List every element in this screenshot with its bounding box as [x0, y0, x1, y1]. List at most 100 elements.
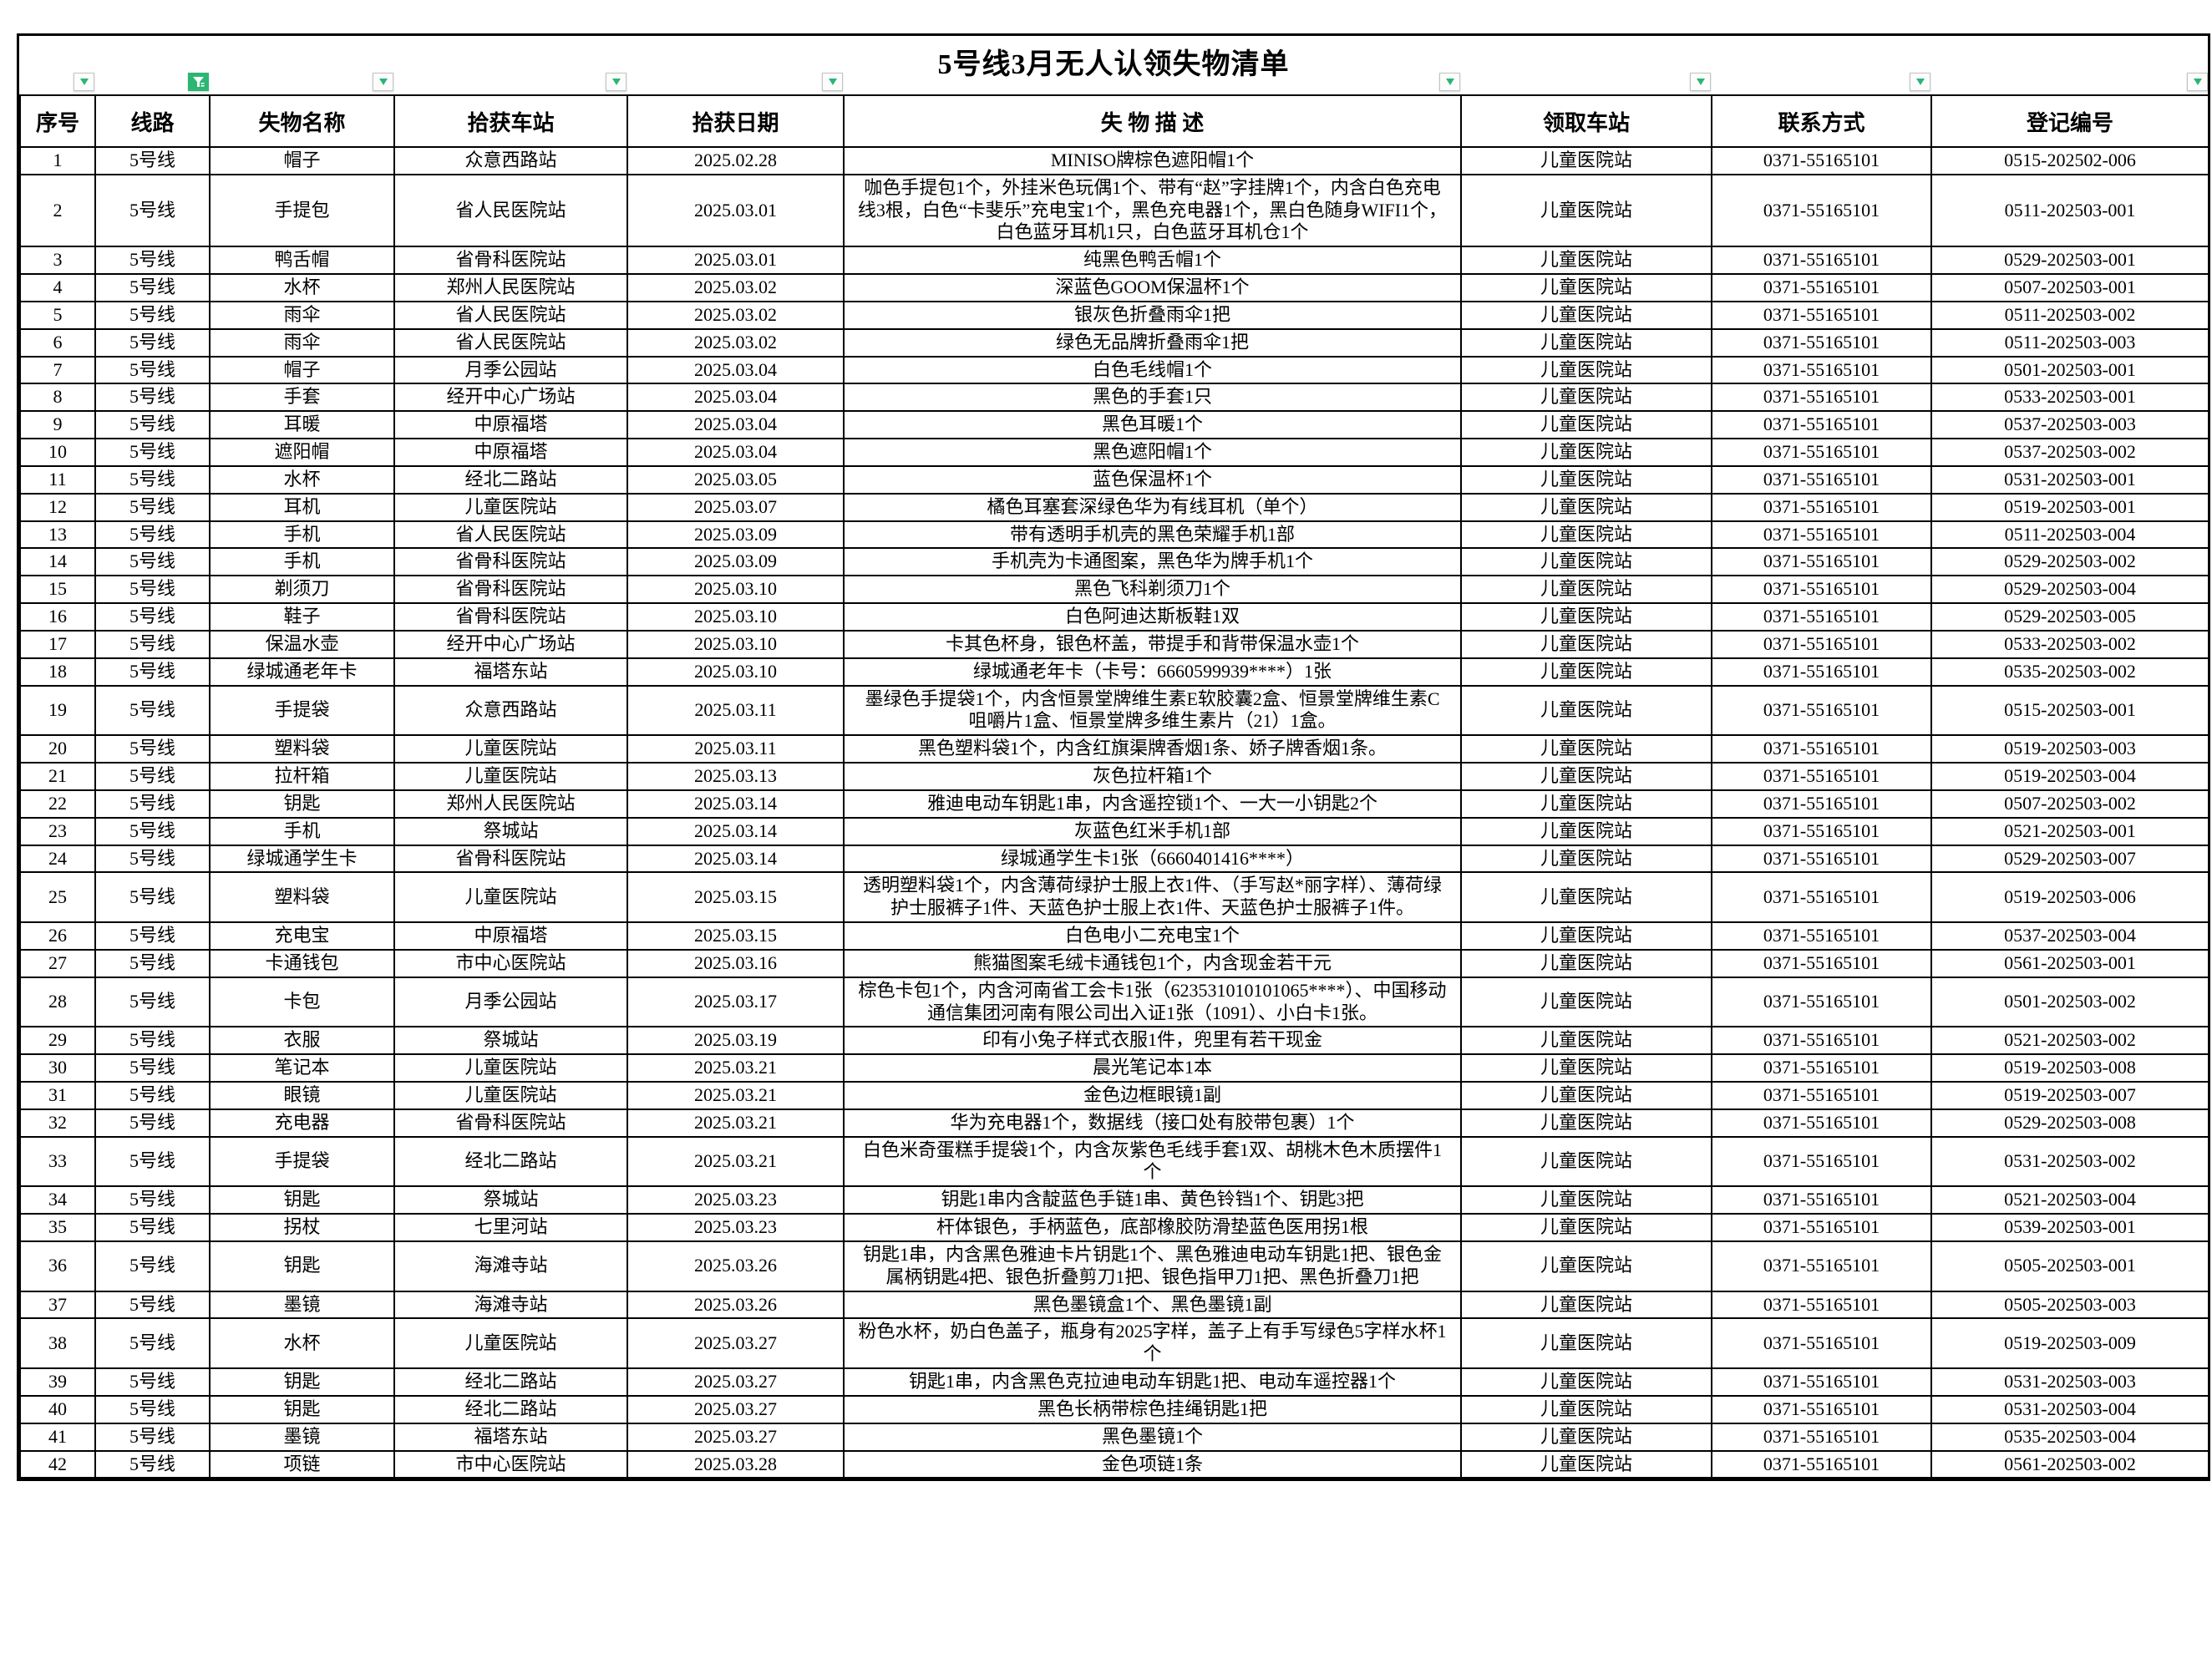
cell-line[interactable]: 5号线 — [94, 1367, 211, 1397]
cell-item-name[interactable]: 塑料袋 — [209, 734, 395, 764]
cell-claim-station[interactable]: 儿童医院站 — [1460, 547, 1712, 577]
cell-reg-no[interactable]: 0519-202503-008 — [1930, 1053, 2209, 1083]
cell-contact[interactable]: 0371-55165101 — [1711, 684, 1932, 737]
cell-item-name[interactable]: 手机 — [209, 547, 395, 577]
cell-contact[interactable]: 0371-55165101 — [1711, 246, 1932, 276]
cell-description[interactable]: 黑色墨镜盒1个、黑色墨镜1副 — [843, 1290, 1462, 1320]
cell-found-date[interactable]: 2025.03.10 — [627, 575, 845, 605]
cell-contact[interactable]: 0371-55165101 — [1711, 1108, 1932, 1138]
cell-item-name[interactable]: 耳机 — [209, 492, 395, 522]
cell-line[interactable]: 5号线 — [94, 734, 211, 764]
cell-reg-no[interactable]: 0511-202503-001 — [1930, 173, 2209, 248]
cell-reg-no[interactable]: 0507-202503-001 — [1930, 273, 2209, 302]
cell-reg-no[interactable]: 0505-202503-001 — [1930, 1240, 2209, 1292]
cell-contact[interactable]: 0371-55165101 — [1711, 1240, 1932, 1292]
cell-seq[interactable]: 36 — [19, 1240, 96, 1292]
cell-item-name[interactable]: 遮阳帽 — [209, 438, 395, 467]
cell-contact[interactable]: 0371-55165101 — [1711, 520, 1932, 550]
cell-reg-no[interactable]: 0537-202503-004 — [1930, 921, 2209, 951]
cell-seq[interactable]: 14 — [19, 547, 96, 577]
cell-found-station[interactable]: 省人民医院站 — [393, 520, 628, 550]
cell-found-date[interactable]: 2025.03.09 — [627, 547, 845, 577]
cell-claim-station[interactable]: 儿童医院站 — [1460, 383, 1712, 413]
cell-claim-station[interactable]: 儿童医院站 — [1460, 1026, 1712, 1056]
cell-reg-no[interactable]: 0533-202503-002 — [1930, 629, 2209, 659]
cell-contact[interactable]: 0371-55165101 — [1711, 173, 1932, 248]
cell-line[interactable]: 5号线 — [94, 948, 211, 978]
column-header-line[interactable]: 线路 — [94, 94, 211, 148]
cell-contact[interactable]: 0371-55165101 — [1711, 921, 1932, 951]
cell-claim-station[interactable]: 儿童医院站 — [1460, 300, 1712, 330]
cell-line[interactable]: 5号线 — [94, 327, 211, 358]
cell-line[interactable]: 5号线 — [94, 1240, 211, 1292]
cell-line[interactable]: 5号线 — [94, 300, 211, 330]
cell-line[interactable]: 5号线 — [94, 1449, 211, 1479]
cell-contact[interactable]: 0371-55165101 — [1711, 1422, 1932, 1452]
cell-description[interactable]: 带有透明手机壳的黑色荣耀手机1部 — [843, 520, 1462, 550]
cell-reg-no[interactable]: 0535-202503-002 — [1930, 657, 2209, 687]
cell-description[interactable]: 白色阿迪达斯板鞋1双 — [843, 602, 1462, 632]
cell-seq[interactable]: 21 — [19, 762, 96, 791]
cell-line[interactable]: 5号线 — [94, 1317, 211, 1370]
cell-contact[interactable]: 0371-55165101 — [1711, 464, 1932, 495]
cell-found-station[interactable]: 七里河站 — [393, 1213, 628, 1242]
cell-item-name[interactable]: 保温水壶 — [209, 629, 395, 659]
filter-button-description[interactable] — [1439, 73, 1460, 91]
cell-line[interactable]: 5号线 — [94, 684, 211, 737]
cell-found-station[interactable]: 中原福塔 — [393, 438, 628, 467]
cell-reg-no[interactable]: 0561-202503-002 — [1930, 1449, 2209, 1479]
cell-reg-no[interactable]: 0561-202503-001 — [1930, 948, 2209, 978]
cell-description[interactable]: 黑色耳暖1个 — [843, 410, 1462, 440]
cell-reg-no[interactable]: 0537-202503-002 — [1930, 438, 2209, 467]
cell-reg-no[interactable]: 0511-202503-002 — [1930, 300, 2209, 330]
cell-reg-no[interactable]: 0529-202503-007 — [1930, 844, 2209, 874]
cell-reg-no[interactable]: 0507-202503-002 — [1930, 789, 2209, 819]
cell-found-date[interactable]: 2025.03.15 — [627, 871, 845, 924]
cell-found-date[interactable]: 2025.03.14 — [627, 844, 845, 874]
cell-line[interactable]: 5号线 — [94, 762, 211, 791]
cell-contact[interactable]: 0371-55165101 — [1711, 1367, 1932, 1397]
cell-found-date[interactable]: 2025.02.28 — [627, 146, 845, 175]
cell-found-date[interactable]: 2025.03.04 — [627, 355, 845, 385]
cell-claim-station[interactable]: 儿童医院站 — [1460, 657, 1712, 687]
cell-contact[interactable]: 0371-55165101 — [1711, 410, 1932, 440]
cell-reg-no[interactable]: 0521-202503-002 — [1930, 1026, 2209, 1056]
cell-seq[interactable]: 23 — [19, 816, 96, 846]
cell-contact[interactable]: 0371-55165101 — [1711, 355, 1932, 385]
cell-claim-station[interactable]: 儿童医院站 — [1460, 921, 1712, 951]
cell-contact[interactable]: 0371-55165101 — [1711, 657, 1932, 687]
cell-claim-station[interactable]: 儿童医院站 — [1460, 1213, 1712, 1242]
cell-found-station[interactable]: 经开中心广场站 — [393, 629, 628, 659]
cell-line[interactable]: 5号线 — [94, 173, 211, 248]
cell-contact[interactable]: 0371-55165101 — [1711, 629, 1932, 659]
cell-reg-no[interactable]: 0539-202503-001 — [1930, 1213, 2209, 1242]
column-header-reg-no[interactable]: 登记编号 — [1930, 94, 2209, 148]
cell-claim-station[interactable]: 儿童医院站 — [1460, 327, 1712, 358]
cell-found-station[interactable]: 经北二路站 — [393, 1394, 628, 1424]
cell-found-station[interactable]: 祭城站 — [393, 816, 628, 846]
cell-found-station[interactable]: 海滩寺站 — [393, 1240, 628, 1292]
filter-button-found-station[interactable] — [606, 73, 627, 91]
cell-line[interactable]: 5号线 — [94, 355, 211, 385]
cell-found-date[interactable]: 2025.03.21 — [627, 1108, 845, 1138]
cell-reg-no[interactable]: 0505-202503-003 — [1930, 1290, 2209, 1320]
cell-description[interactable]: MINISO牌棕色遮阳帽1个 — [843, 146, 1462, 175]
cell-found-station[interactable]: 省人民医院站 — [393, 327, 628, 358]
cell-claim-station[interactable]: 儿童医院站 — [1460, 355, 1712, 385]
cell-found-date[interactable]: 2025.03.14 — [627, 816, 845, 846]
cell-seq[interactable]: 10 — [19, 438, 96, 467]
cell-line[interactable]: 5号线 — [94, 1213, 211, 1242]
cell-item-name[interactable]: 手提袋 — [209, 684, 395, 737]
cell-claim-station[interactable]: 儿童医院站 — [1460, 410, 1712, 440]
cell-description[interactable]: 印有小兔子样式衣服1件，兜里有若干现金 — [843, 1026, 1462, 1056]
cell-found-station[interactable]: 省骨科医院站 — [393, 844, 628, 874]
cell-claim-station[interactable]: 儿童医院站 — [1460, 789, 1712, 819]
column-header-claim-station[interactable]: 领取车站 — [1460, 94, 1712, 148]
cell-reg-no[interactable]: 0521-202503-004 — [1930, 1185, 2209, 1215]
cell-found-date[interactable]: 2025.03.07 — [627, 492, 845, 522]
cell-description[interactable]: 钥匙1串内含靛蓝色手链1串、黄色铃铛1个、钥匙3把 — [843, 1185, 1462, 1215]
page-title[interactable]: 5号线3月无人认领失物清单 — [937, 49, 1290, 80]
cell-claim-station[interactable]: 儿童医院站 — [1460, 520, 1712, 550]
cell-line[interactable]: 5号线 — [94, 383, 211, 413]
cell-description[interactable]: 灰色拉杆箱1个 — [843, 762, 1462, 791]
